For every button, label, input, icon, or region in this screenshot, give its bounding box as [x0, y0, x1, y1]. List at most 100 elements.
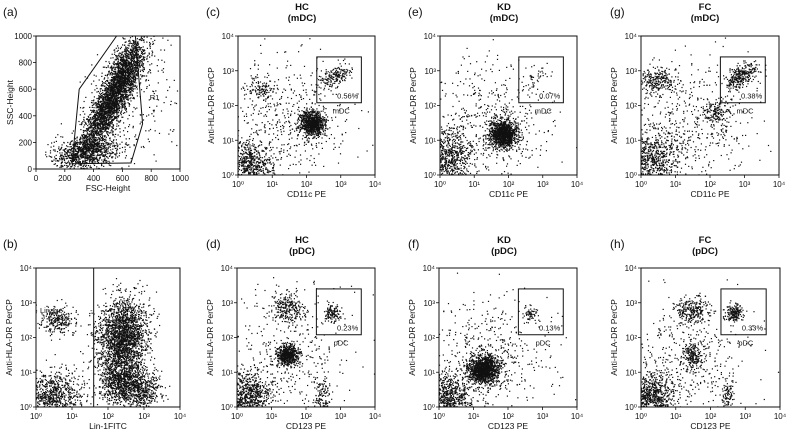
event-point	[72, 144, 74, 146]
event-point	[121, 105, 124, 107]
event-point	[76, 143, 78, 145]
event-point	[100, 114, 102, 116]
event-point	[147, 61, 149, 63]
event-point	[121, 78, 123, 80]
event-point	[87, 165, 89, 167]
event-point	[139, 82, 141, 84]
event-point	[96, 127, 98, 129]
event-point	[129, 42, 131, 44]
event-point	[82, 154, 84, 156]
event-point	[99, 109, 101, 111]
event-point	[102, 90, 104, 92]
event-point	[88, 144, 90, 146]
event-point	[114, 153, 116, 155]
event-point	[111, 152, 114, 154]
event-point	[154, 120, 156, 122]
event-point	[115, 155, 117, 157]
event-point	[95, 333, 97, 335]
event-point	[59, 149, 61, 151]
event-point	[87, 324, 90, 326]
event-point	[129, 68, 131, 70]
event-point	[152, 109, 154, 111]
event-point	[104, 145, 106, 147]
event-point	[118, 89, 120, 91]
event-point	[125, 309, 128, 311]
event-point	[77, 151, 79, 153]
event-point	[142, 49, 144, 51]
event-point	[70, 140, 73, 142]
event-point	[92, 133, 94, 135]
event-point	[109, 338, 111, 340]
event-point	[114, 105, 116, 107]
event-point	[101, 122, 103, 124]
event-point	[115, 111, 117, 113]
event-point	[99, 90, 102, 92]
event-point	[109, 84, 111, 86]
event-point	[116, 149, 119, 151]
event-point	[107, 131, 109, 133]
event-point	[111, 121, 113, 123]
event-point	[135, 329, 137, 331]
event-point	[86, 139, 88, 141]
event-point	[121, 93, 123, 96]
event-point	[143, 146, 145, 149]
event-point	[99, 123, 101, 125]
event-point	[104, 105, 106, 107]
event-point	[138, 319, 140, 321]
event-point	[76, 139, 78, 141]
event-point	[131, 71, 133, 73]
event-point	[112, 83, 114, 85]
event-point	[103, 112, 106, 114]
event-point	[131, 64, 133, 66]
event-point	[113, 146, 115, 148]
event-point	[115, 63, 117, 65]
event-point	[77, 161, 79, 163]
event-point	[76, 156, 78, 158]
event-point	[152, 90, 154, 92]
event-point	[133, 73, 135, 76]
event-point	[91, 130, 93, 132]
event-point	[104, 140, 106, 143]
event-point	[107, 98, 109, 100]
event-point	[65, 152, 67, 154]
event-point	[93, 340, 95, 342]
event-point	[87, 157, 89, 159]
event-point	[135, 78, 137, 80]
event-point	[101, 128, 103, 130]
event-point	[77, 147, 79, 149]
event-point	[126, 78, 128, 80]
event-point	[120, 60, 122, 62]
event-point	[126, 84, 128, 86]
event-point	[76, 142, 78, 144]
event-point	[129, 41, 131, 43]
event-point	[61, 152, 63, 154]
event-point	[72, 143, 74, 145]
event-point	[128, 43, 130, 45]
event-point	[107, 95, 109, 97]
event-point	[127, 118, 129, 120]
event-point	[88, 118, 90, 121]
event-point	[86, 118, 88, 120]
event-point	[104, 106, 106, 109]
event-point	[93, 121, 95, 123]
event-point	[111, 76, 113, 78]
event-point	[50, 146, 52, 148]
event-point	[119, 100, 121, 102]
event-point	[65, 158, 67, 160]
event-point	[84, 145, 86, 147]
event-point	[95, 125, 97, 127]
event-point	[74, 147, 76, 149]
event-point	[108, 115, 110, 117]
event-point	[91, 155, 93, 157]
event-point	[105, 98, 107, 100]
event-point	[96, 148, 98, 150]
event-point	[127, 321, 129, 323]
event-point	[80, 351, 82, 353]
event-point	[138, 63, 140, 66]
event-point	[142, 58, 144, 60]
event-point	[60, 148, 62, 150]
event-point	[70, 159, 72, 162]
event-point	[113, 94, 116, 96]
event-point	[107, 97, 109, 99]
event-point	[91, 147, 93, 149]
